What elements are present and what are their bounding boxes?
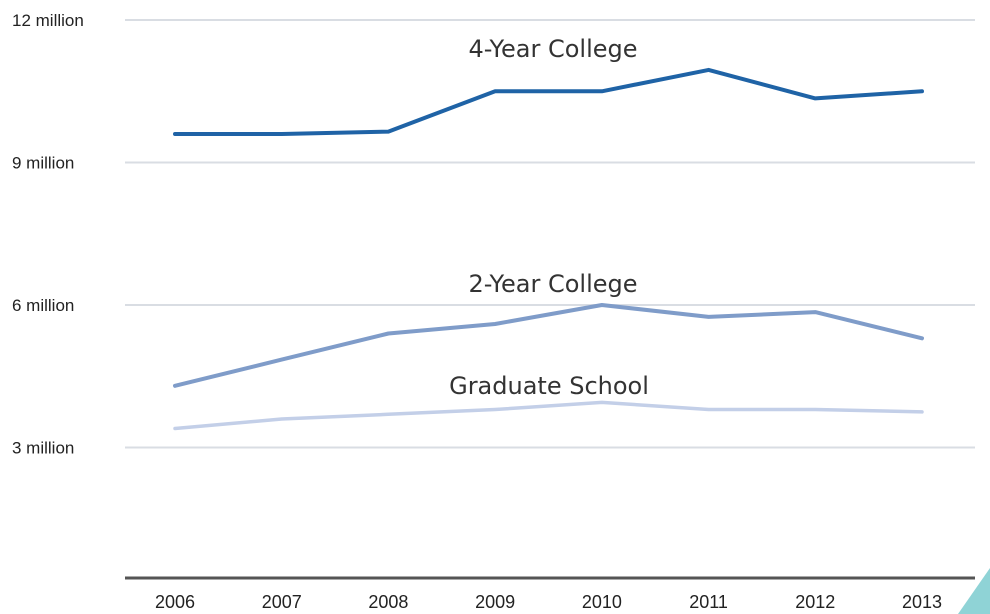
x-tick-label: 2012 [795,592,835,612]
label-layer: 4-Year College 2-Year College Graduate Sch… [449,35,649,400]
corner-decoration [958,568,990,614]
x-tick-label: 2013 [902,592,942,612]
y-tick-label: 9 million [12,154,74,173]
series-line-graduate-school [173,400,924,431]
x-tick-label: 2010 [582,592,622,612]
series-label-2-year-college: 2-Year College [468,270,637,298]
x-tick-label: 2008 [368,592,408,612]
y-tick-label: 6 million [12,296,74,315]
series-layer [173,67,924,431]
series-line-2-year-college [173,303,924,388]
y-tick-label: 12 million [12,11,84,30]
grid-layer [125,19,975,449]
series-line-4-year-college [173,67,924,136]
axis-layer: 3 million 6 million 9 million 12 million 200… [12,11,975,612]
x-tick-label: 2011 [689,592,728,612]
x-tick-label: 2007 [262,592,302,612]
y-tick-label: 3 million [12,439,74,458]
x-tick-label: 2009 [475,592,515,612]
series-label-4-year-college: 4-Year College [468,35,637,63]
x-tick-label: 2006 [155,592,195,612]
series-label-graduate-school: Graduate School [449,372,649,400]
